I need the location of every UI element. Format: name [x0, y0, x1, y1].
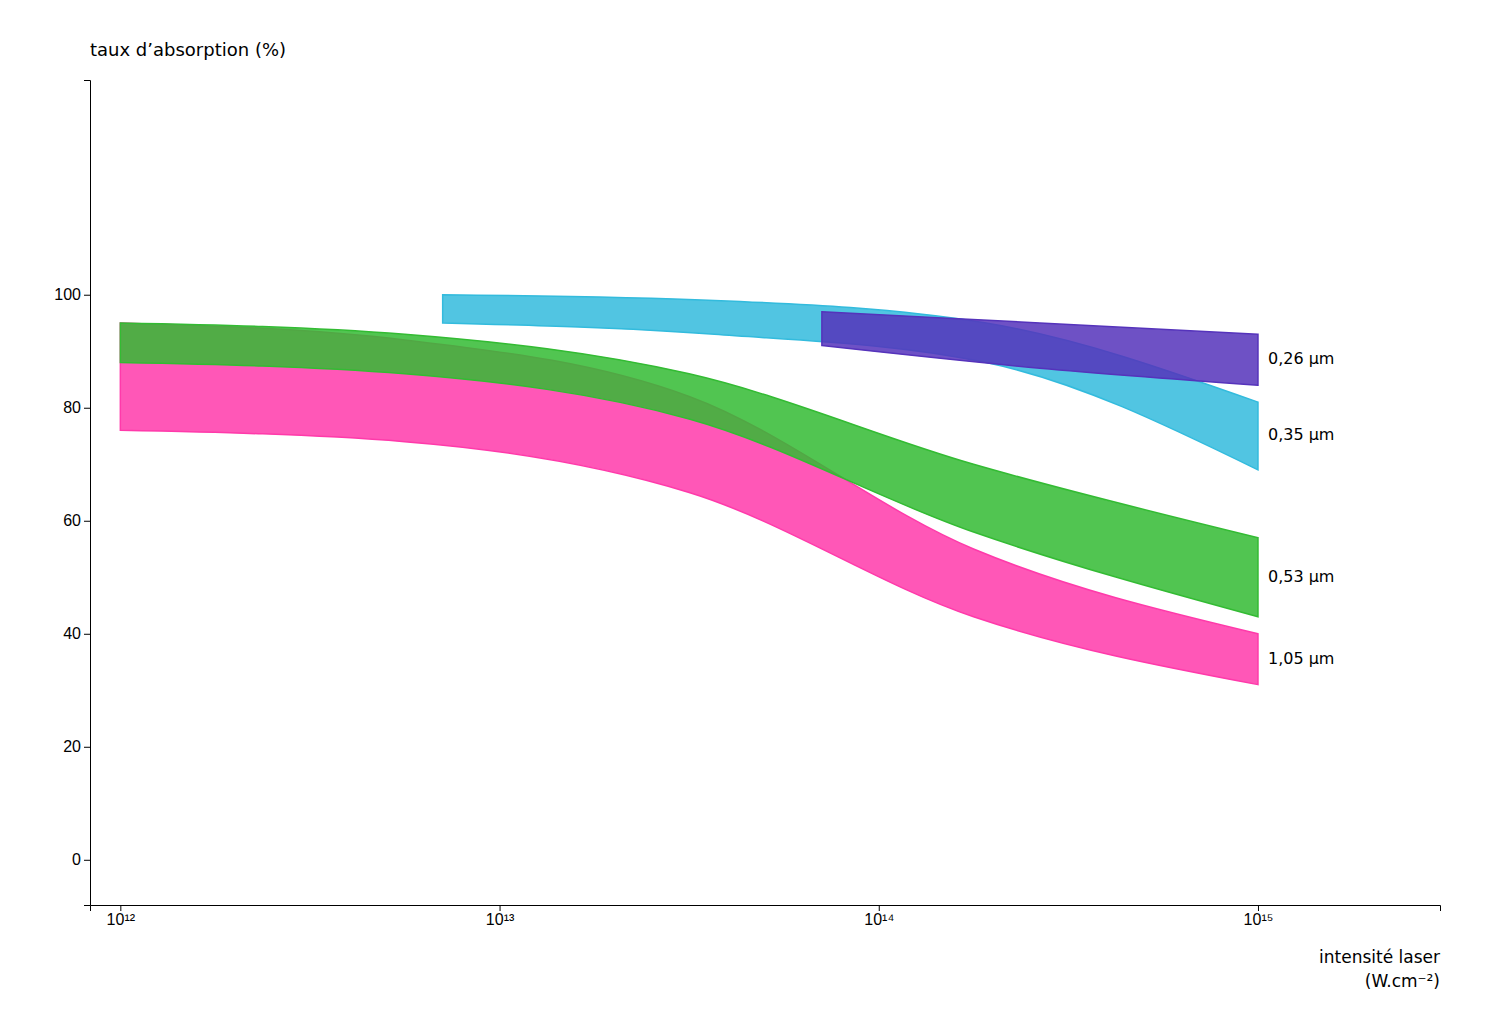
band-label: 0,26 μm: [1268, 349, 1334, 368]
x-tick: 10¹⁴: [864, 905, 894, 928]
x-tick-label: 10¹²: [107, 911, 136, 928]
band-labels: 1,05 μm 0,53 μm 0,35 μm 0,26 μm: [1268, 349, 1334, 667]
y-axis-line: [84, 81, 91, 906]
y-tick: 20: [63, 738, 90, 755]
chart: 10¹² 10¹³ 10¹⁴ 10¹⁵ 0 20 40 60 80 100 taux d’absor…: [0, 0, 1500, 1025]
band-label: 0,35 μm: [1268, 425, 1334, 444]
y-tick: 0: [72, 851, 90, 868]
x-tick-mark: [1258, 905, 1259, 911]
y-tick: 100: [54, 286, 90, 303]
y-axis-title: taux d’absorption (%): [90, 39, 286, 60]
y-tick-label: 20: [63, 738, 81, 755]
y-axis: 0 20 40 60 80 100: [54, 81, 90, 906]
x-axis-line: [91, 906, 1441, 912]
x-tick: 10¹³: [486, 905, 515, 928]
y-tick: 80: [63, 399, 90, 416]
x-axis: 10¹² 10¹³ 10¹⁴ 10¹⁵: [91, 905, 1441, 928]
band-label: 1,05 μm: [1268, 649, 1334, 668]
y-tick-label: 40: [63, 625, 81, 642]
y-tick: 60: [63, 512, 90, 529]
band: [443, 295, 1258, 470]
x-tick-label: 10¹⁴: [864, 911, 894, 928]
y-tick-label: 0: [72, 851, 81, 868]
plot-area: [120, 295, 1258, 685]
x-tick: 10¹²: [107, 905, 136, 928]
x-tick-mark: [879, 905, 880, 911]
x-axis-title: (W.cm⁻²): [1365, 971, 1440, 991]
x-axis-title: intensité laser: [1319, 947, 1440, 967]
band-label: 0,53 μm: [1268, 567, 1334, 586]
y-tick-mark: [84, 521, 90, 522]
y-tick-mark: [84, 295, 90, 296]
x-tick: 10¹⁵: [1244, 905, 1274, 928]
y-tick-mark: [84, 408, 90, 409]
y-tick-mark: [84, 860, 90, 861]
y-tick-mark: [84, 747, 90, 748]
x-tick-label: 10¹⁵: [1244, 911, 1274, 928]
y-tick-label: 60: [63, 512, 81, 529]
x-tick-mark: [500, 905, 501, 911]
band: [822, 312, 1258, 385]
y-tick-label: 100: [54, 286, 81, 303]
y-tick-label: 80: [63, 399, 81, 416]
y-tick-mark: [84, 634, 90, 635]
x-tick-label: 10¹³: [486, 911, 515, 928]
y-tick: 40: [63, 625, 90, 642]
x-tick-mark: [120, 905, 121, 911]
